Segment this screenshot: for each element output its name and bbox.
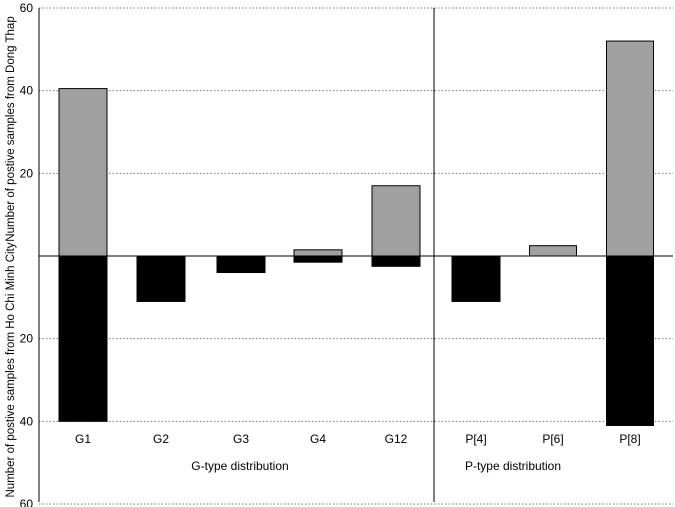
category-label: P[6] (542, 432, 563, 446)
bar-dong-thap (293, 249, 343, 257)
bar-ho-chi-minh (216, 255, 266, 274)
bar-dong-thap (529, 245, 577, 257)
bar-ho-chi-minh (293, 255, 343, 263)
y-axis-label-bottom: Number of postive samples from Ho Chi Mi… (5, 242, 17, 497)
bar-dong-thap (606, 40, 654, 257)
bar-ho-chi-minh (451, 255, 501, 302)
category-label: G12 (385, 432, 408, 446)
category-label: P[8] (619, 432, 640, 446)
category-labels: G1 G2 G3 G4 G12 G-type distribution P[4] P[6] P[… (75, 432, 641, 473)
y-tick-label: 60 (20, 1, 34, 15)
grid-lines (39, 7, 673, 505)
category-label: G1 (75, 432, 91, 446)
category-label: G2 (153, 432, 169, 446)
category-label: G4 (310, 432, 326, 446)
y-tick-label: 40 (20, 414, 34, 428)
y-tick-labels: 60 40 20 20 40 60 (20, 1, 34, 507)
bars (58, 40, 654, 426)
bar-ho-chi-minh (371, 255, 421, 267)
bar-ho-chi-minh (606, 255, 654, 426)
bar-ho-chi-minh (136, 255, 186, 302)
bar-ho-chi-minh (58, 255, 108, 422)
group-label: P-type distribution (465, 459, 561, 473)
category-label: G3 (233, 432, 249, 446)
y-tick-label: 60 (20, 497, 34, 507)
y-tick-label: 20 (20, 166, 34, 180)
y-tick-label: 20 (20, 332, 34, 346)
bar-dong-thap (371, 185, 421, 257)
y-axis-label-top: Number of postive samples from Dong Thap (5, 16, 17, 241)
group-label: G-type distribution (191, 459, 288, 473)
bar-dong-thap (58, 88, 108, 257)
axes (38, 8, 673, 502)
y-tick-label: 40 (20, 84, 34, 98)
category-label: P[4] (465, 432, 486, 446)
